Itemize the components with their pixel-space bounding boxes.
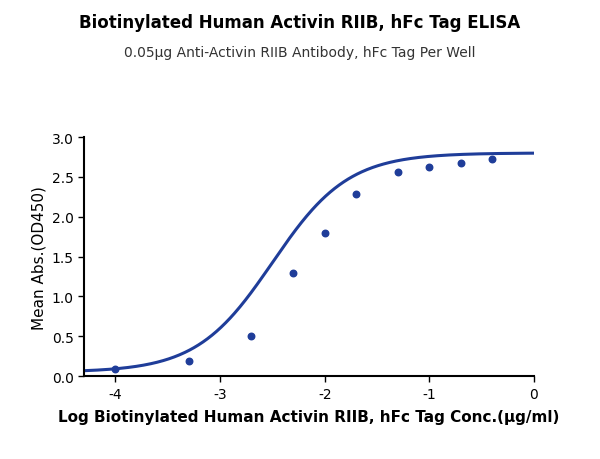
Text: 0.05μg Anti-Activin RIIB Antibody, hFc Tag Per Well: 0.05μg Anti-Activin RIIB Antibody, hFc T… <box>124 46 476 60</box>
Point <box>320 230 329 237</box>
Text: Biotinylated Human Activin RIIB, hFc Tag ELISA: Biotinylated Human Activin RIIB, hFc Tag… <box>79 14 521 32</box>
X-axis label: Log Biotinylated Human Activin RIIB, hFc Tag Conc.(μg/ml): Log Biotinylated Human Activin RIIB, hFc… <box>58 409 560 424</box>
Point <box>289 269 298 277</box>
Point <box>110 365 120 373</box>
Point <box>393 169 403 176</box>
Point <box>351 191 361 199</box>
Point <box>247 333 256 340</box>
Point <box>456 159 466 167</box>
Y-axis label: Mean Abs.(OD450): Mean Abs.(OD450) <box>31 185 46 329</box>
Point <box>184 358 193 365</box>
Point <box>425 164 434 172</box>
Point <box>487 156 497 163</box>
